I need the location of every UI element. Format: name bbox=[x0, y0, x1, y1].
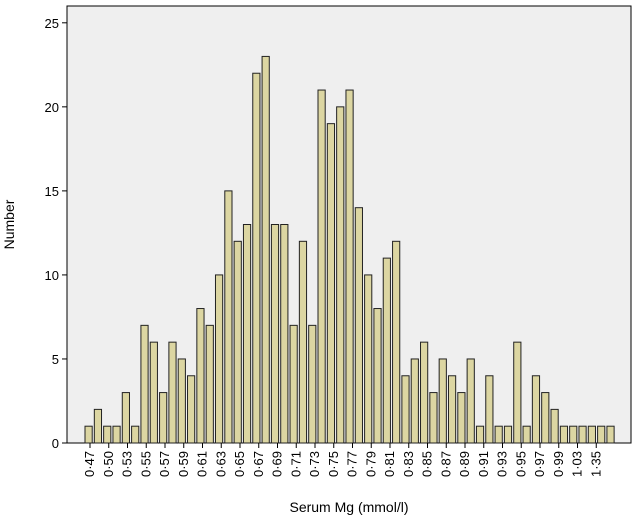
bar bbox=[168, 341, 177, 444]
x-tick-label: 0·63 bbox=[213, 451, 228, 477]
bar bbox=[149, 341, 158, 444]
bar bbox=[317, 89, 326, 444]
bar bbox=[559, 425, 569, 444]
bar bbox=[289, 324, 298, 444]
bar bbox=[252, 72, 261, 444]
y-axis-title: Number bbox=[1, 199, 17, 249]
x-tick-label: 0·77 bbox=[345, 451, 360, 477]
bar bbox=[196, 308, 205, 444]
bar bbox=[420, 341, 429, 444]
x-tick-label: 0·93 bbox=[495, 451, 510, 477]
bar bbox=[597, 425, 606, 444]
bar bbox=[531, 375, 541, 444]
bar bbox=[233, 240, 242, 444]
x-tick-label: 0·50 bbox=[101, 451, 116, 477]
y-tick-label: 20 bbox=[45, 100, 59, 115]
bar bbox=[205, 324, 214, 444]
x-tick-label: 0·85 bbox=[420, 451, 435, 477]
x-axis: 0·47 0·50 0·53 0·55 0·57 0·59 0·61 0·63 0·65 0·67… bbox=[82, 443, 603, 477]
y-tick-label: 5 bbox=[52, 352, 59, 367]
x-tick-label: 1·35 bbox=[588, 451, 603, 477]
bar bbox=[587, 425, 596, 444]
y-tick-label: 10 bbox=[45, 268, 59, 283]
x-tick-label: 0·53 bbox=[120, 451, 135, 477]
x-tick-label: 0·61 bbox=[195, 451, 210, 477]
x-tick-label: 0·57 bbox=[157, 451, 172, 477]
y-tick-label: 25 bbox=[45, 16, 59, 31]
y-axis: 0 5 10 15 20 25 bbox=[45, 16, 67, 451]
bar bbox=[475, 425, 485, 444]
bar bbox=[569, 425, 578, 444]
x-tick-label: 0·79 bbox=[363, 451, 378, 477]
bars bbox=[84, 55, 615, 444]
bar bbox=[103, 425, 112, 444]
y-tick-label: 0 bbox=[52, 436, 59, 451]
x-tick-label: 0·99 bbox=[551, 451, 566, 477]
bar bbox=[93, 408, 103, 444]
x-tick-label: 0·75 bbox=[326, 451, 341, 477]
x-tick-label: 0·91 bbox=[476, 451, 491, 477]
bar bbox=[410, 358, 419, 444]
bar bbox=[429, 392, 438, 444]
x-tick-label: 0·87 bbox=[438, 451, 453, 477]
x-tick-label: 0·69 bbox=[270, 451, 285, 477]
bar bbox=[336, 106, 345, 444]
bar bbox=[541, 392, 550, 444]
bar bbox=[326, 123, 336, 444]
bar bbox=[177, 358, 186, 444]
bar bbox=[364, 274, 373, 444]
bar bbox=[298, 240, 308, 444]
y-tick-label: 15 bbox=[45, 184, 59, 199]
bar bbox=[131, 425, 140, 444]
bar bbox=[354, 207, 363, 444]
bar bbox=[457, 392, 466, 444]
x-tick-label: 0·83 bbox=[401, 451, 416, 477]
bar bbox=[159, 392, 168, 444]
x-tick-label: 0·97 bbox=[532, 451, 547, 477]
bar bbox=[308, 324, 317, 444]
bar bbox=[550, 408, 559, 444]
x-tick-label: 0·89 bbox=[457, 451, 472, 477]
x-tick-label: 0·73 bbox=[307, 451, 322, 477]
bar bbox=[438, 358, 447, 444]
bar bbox=[140, 324, 149, 444]
bar bbox=[494, 425, 503, 444]
bar bbox=[373, 308, 382, 444]
x-axis-title: Serum Mg (mmol/l) bbox=[289, 499, 408, 515]
bar bbox=[485, 375, 494, 444]
bar bbox=[345, 89, 354, 444]
x-tick-label: 1·03 bbox=[570, 451, 585, 477]
bar bbox=[214, 274, 224, 444]
x-tick-label: 0·59 bbox=[176, 451, 191, 477]
bar bbox=[513, 341, 522, 444]
bar bbox=[187, 375, 196, 444]
bar bbox=[280, 224, 289, 444]
bar bbox=[522, 425, 531, 444]
bar bbox=[401, 375, 410, 444]
x-tick-label: 0·95 bbox=[513, 451, 528, 477]
x-tick-label: 0·47 bbox=[82, 451, 97, 477]
bar bbox=[447, 375, 457, 444]
x-tick-label: 0·67 bbox=[251, 451, 266, 477]
bar bbox=[382, 257, 391, 444]
bar bbox=[261, 55, 270, 444]
x-tick-label: 0·55 bbox=[138, 451, 153, 477]
bar bbox=[578, 425, 587, 444]
bar bbox=[112, 425, 121, 444]
bar bbox=[84, 425, 93, 444]
bar bbox=[392, 240, 401, 444]
bar bbox=[606, 425, 615, 444]
x-tick-label: 0·65 bbox=[232, 451, 247, 477]
x-tick-label: 0·71 bbox=[288, 451, 303, 477]
x-tick-label: 0·81 bbox=[382, 451, 397, 477]
bar bbox=[224, 190, 233, 444]
bar bbox=[503, 425, 513, 444]
bar bbox=[242, 224, 252, 444]
bar bbox=[121, 392, 130, 444]
bar bbox=[466, 358, 475, 444]
bar bbox=[270, 224, 280, 444]
